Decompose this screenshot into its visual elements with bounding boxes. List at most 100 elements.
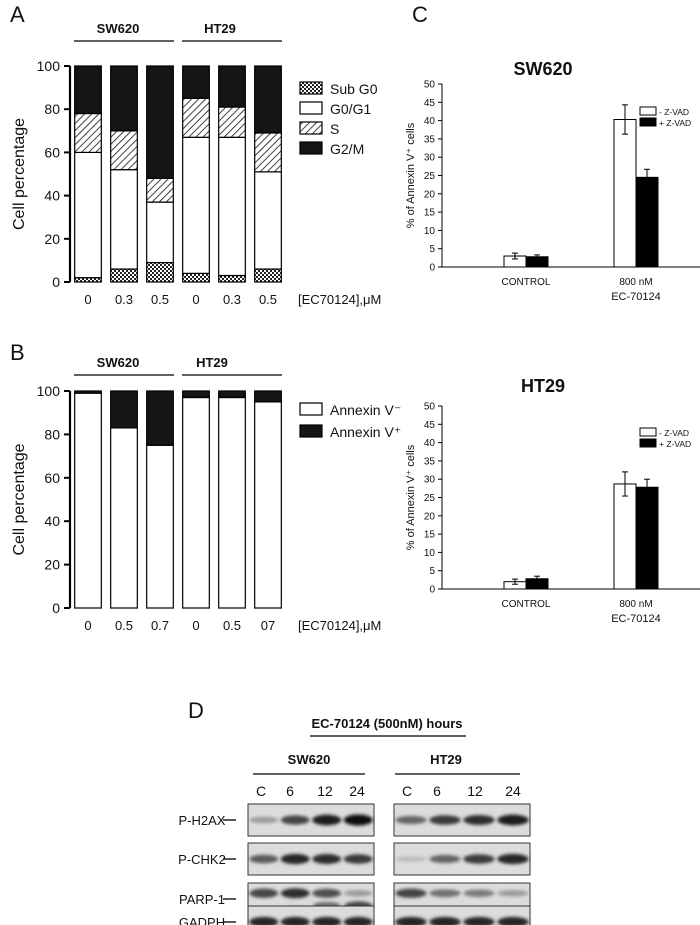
band-gadph-ht29-lane-3: [463, 916, 495, 925]
band-p-chk2-ht29-lane-2: [429, 854, 461, 864]
lane-label: 24: [505, 783, 521, 799]
panel-b-annexin-chart: 0 20 40 60 80 100 Cell percentage 0 0.5 0.7 0 0.5 07…: [11, 355, 401, 633]
band-gadph-sw620-lane-2: [280, 916, 310, 925]
blot-row-label-p-h2ax: P-H2AX: [179, 813, 226, 828]
bar-g0-g1-3: [146, 201, 174, 264]
bar-z-vad-800-nm: [613, 483, 637, 590]
lane-label: 6: [286, 783, 294, 799]
bar-annexin-v-1: [74, 392, 102, 609]
x-tick-label: 0.3: [223, 292, 241, 307]
band-parp-1-ht29-lane-4: [497, 890, 529, 897]
group-label-sw620: SW620: [97, 21, 140, 36]
blot-row-label-parp-1: PARP-1: [179, 892, 225, 907]
y-tick-label: 100: [37, 58, 61, 74]
bar-g0-g1-4: [182, 136, 210, 274]
y-tick-label: 45: [424, 98, 436, 109]
band-p-h2ax-ht29-lane-3: [463, 815, 495, 825]
panel-letter-b: B: [10, 340, 25, 365]
bar-sub-g0-5: [218, 274, 246, 283]
band-p-h2ax-sw620-lane-3: [312, 814, 342, 826]
bar-g0-g1-5: [218, 136, 246, 277]
y-tick-label: 60: [44, 470, 60, 486]
bar-g2-m-3: [146, 65, 174, 179]
legend-swatch-sub-g0: [299, 81, 323, 95]
y-tick-label: 10: [424, 548, 436, 559]
band-gadph-ht29-lane-4: [497, 916, 529, 925]
chart-title: HT29: [521, 376, 565, 396]
bar-z-vad-800-nm: [635, 486, 659, 590]
y-tick-label: 80: [44, 426, 60, 442]
y-tick-label: 40: [44, 188, 60, 204]
band-p-h2ax-sw620-lane-2: [280, 815, 310, 825]
y-tick-label: 0: [52, 600, 60, 616]
y-axis-label: Cell percentage: [11, 118, 28, 230]
bar-sub-g0-3: [146, 261, 174, 283]
y-tick-label: 10: [424, 226, 436, 237]
band-parp-1-sw620-lane-3: [312, 888, 342, 898]
band-gadph-ht29-lane-1: [395, 916, 427, 925]
blot-row-label-p-chk2: P-CHK2: [178, 852, 226, 867]
panel-letter-c: C: [412, 2, 428, 27]
legend-swatch-g0-g1: [299, 101, 323, 115]
bar-g2-m-4: [182, 65, 210, 100]
legend-swatch-z-vad: [639, 106, 657, 116]
bar-s-4: [182, 97, 210, 138]
legend-swatch-g2-m: [299, 141, 323, 155]
y-tick-label: 35: [424, 456, 436, 467]
x-tick-label: 0.5: [151, 292, 169, 307]
bar-g2-m-6: [254, 65, 282, 134]
panel-c-sw620-chart: SW620 0 5 10 15 20 25 30 35 40 45 50 % of Annexin V⁺…: [405, 59, 700, 303]
x-tick-label: 0.5: [223, 618, 241, 633]
x-axis-label: EC-70124: [611, 613, 661, 625]
x-tick-label: 0.5: [115, 618, 133, 633]
legend-label-g0-g1: G0/G1: [330, 101, 371, 117]
bar-g2-m-5: [218, 65, 246, 108]
bar-s-5: [218, 106, 246, 138]
bar-sub-g0-1: [74, 277, 102, 283]
legend-swatch-z-vad: [639, 427, 657, 437]
bar-annexin-v-6: [254, 401, 282, 609]
x-tick-label: 0: [192, 292, 199, 307]
y-tick-label: 0: [52, 274, 60, 290]
legend-label-z-vad: - Z-VAD: [659, 107, 689, 117]
panel-letter-d: D: [188, 698, 204, 723]
panel-c-ht29-chart: HT29 0 5 10 15 20 25 30 35 40 45 50 % of Annexin V⁺ …: [405, 376, 700, 625]
bar-z-vad-800-nm: [613, 119, 637, 268]
band-parp-1-ht29-lane-2: [429, 889, 461, 898]
x-tick-label: 800 nM: [619, 599, 652, 610]
bar-sub-g0-6: [254, 268, 282, 283]
x-axis-label: [EC70124],μM: [298, 292, 381, 307]
legend-label-g2-m: G2/M: [330, 141, 364, 157]
y-tick-label: 100: [37, 383, 61, 399]
y-tick-label: 15: [424, 530, 436, 541]
blot-header: EC-70124 (500nM) hours: [312, 716, 463, 731]
bar-annexin-v-6: [254, 390, 282, 403]
y-axis-label: % of Annexin V⁺ cells: [405, 122, 417, 228]
legend-swatch-s: [299, 121, 323, 135]
x-tick-label: 800 nM: [619, 277, 652, 288]
band-parp-1-sw620-lane-4: [343, 890, 373, 897]
bar-sub-g0-2: [110, 268, 138, 283]
band-parp-1-ht29-lane-3: [463, 889, 495, 897]
lane-label: C: [402, 783, 412, 799]
chart-title: SW620: [513, 59, 572, 79]
y-tick-label: 20: [44, 231, 60, 247]
cell-line-label-ht29: HT29: [430, 752, 462, 767]
x-tick-label: 0.5: [259, 292, 277, 307]
y-tick-label: 0: [429, 263, 435, 274]
bar-annexin-v-5: [218, 390, 246, 399]
band-gadph-sw620-lane-1: [249, 916, 279, 925]
band-gadph-ht29-lane-2: [429, 916, 461, 925]
y-axis-label: % of Annexin V⁺ cells: [405, 444, 417, 550]
bar-g2-m-1: [74, 65, 102, 115]
legend-label-annexin-v: Annexin V⁺: [330, 424, 401, 440]
legend-label-s: S: [330, 121, 339, 137]
bar-z-vad-800-nm: [635, 176, 659, 268]
group-label-sw620: SW620: [97, 355, 140, 370]
blot-box: [393, 905, 531, 925]
bar-annexin-v-2: [110, 390, 138, 429]
x-tick-label: 0.3: [115, 292, 133, 307]
y-tick-label: 25: [424, 493, 436, 504]
legend-swatch-annexin-v: [299, 424, 323, 438]
bar-s-3: [146, 177, 174, 203]
